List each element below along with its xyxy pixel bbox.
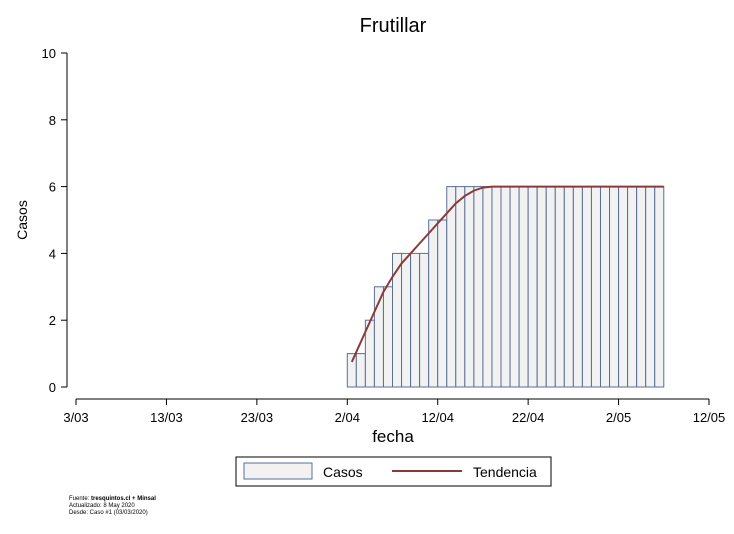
x-tick-label: 3/03 — [63, 410, 88, 425]
legend-label-casos: Casos — [323, 464, 363, 480]
y-tick-label: 2 — [49, 313, 56, 328]
bar — [491, 186, 502, 388]
bar — [419, 252, 430, 388]
bar — [446, 186, 457, 388]
bar — [599, 186, 611, 388]
y-tick-label: 4 — [49, 246, 56, 261]
x-tick-label: 2/04 — [335, 410, 360, 425]
bar — [518, 186, 529, 388]
bar — [473, 186, 484, 388]
bar — [536, 186, 547, 388]
chart-title: Frutillar — [360, 15, 427, 37]
bar — [609, 186, 620, 388]
trend-line — [350, 185, 664, 363]
bars-group — [346, 186, 665, 388]
x-tick-label: 22/04 — [512, 410, 545, 425]
bar — [455, 186, 466, 388]
footer-updated: Actualizado: 8 May 2020 — [69, 503, 135, 509]
bar — [500, 186, 511, 388]
x-tick-label: 2/05 — [606, 410, 631, 425]
bar — [355, 353, 366, 388]
legend-swatch-casos — [243, 462, 313, 480]
bar — [654, 186, 665, 388]
x-tick-label: 12/04 — [421, 410, 454, 425]
bar — [618, 186, 629, 388]
y-tick-label: 6 — [49, 180, 56, 195]
bar — [590, 186, 601, 388]
y-tick-label: 0 — [49, 380, 56, 395]
bar — [382, 286, 393, 388]
bar — [627, 186, 638, 388]
y-tick-label: 10 — [42, 46, 56, 61]
bar — [527, 186, 538, 388]
bar — [563, 186, 574, 388]
legend: Casos Tendencia — [235, 456, 552, 487]
y-axis-label: Casos — [14, 200, 30, 240]
footer-since: Desde: Caso #1 (03/03/2020) — [69, 510, 148, 516]
bar — [401, 252, 412, 388]
bar — [410, 252, 421, 388]
bar — [581, 186, 592, 388]
x-tick-label: 23/03 — [241, 410, 274, 425]
bar — [636, 186, 647, 388]
y-tick-label: 8 — [49, 113, 56, 128]
bar — [346, 353, 357, 388]
bar — [645, 186, 656, 388]
bar — [509, 186, 520, 388]
x-axis-label: fecha — [372, 427, 414, 446]
bar — [545, 186, 556, 388]
x-tick-label: 12/05 — [693, 410, 726, 425]
axes-group: 0 2 4 6 8 10 3/03 13/03 23/03 2/04 12/04 22/04 2/05 1… — [42, 46, 726, 425]
bar — [482, 186, 493, 388]
legend-label-tendencia: Tendencia — [473, 464, 537, 480]
footer-source: Fuente: tresquintos.cl + Minsal — [69, 496, 156, 502]
x-tick-label: 13/03 — [150, 410, 183, 425]
bar — [437, 219, 448, 388]
bar — [464, 186, 475, 388]
bar — [428, 219, 439, 388]
bar — [554, 186, 565, 388]
footer-notes: Fuente: tresquintos.cl + Minsal Actualiz… — [69, 496, 156, 517]
bar — [572, 186, 583, 388]
